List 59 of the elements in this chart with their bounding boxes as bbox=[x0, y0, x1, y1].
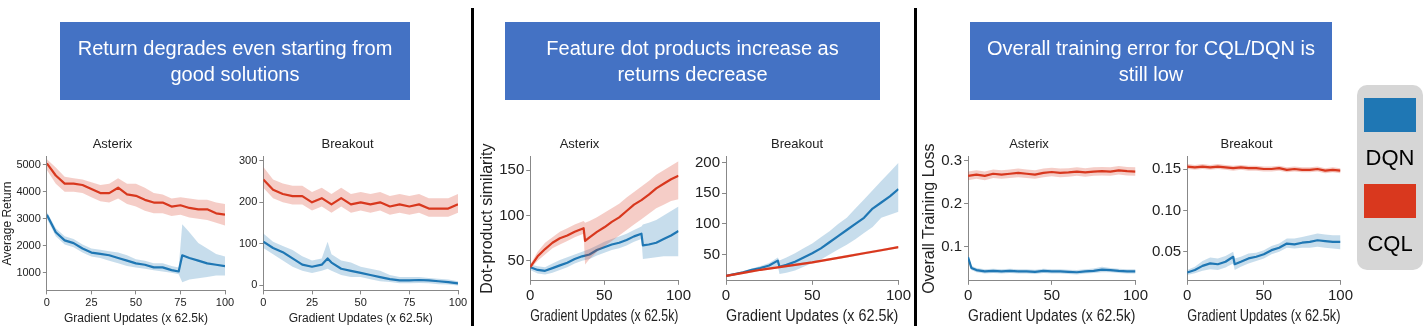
text: Overall training error for CQL/DQN is still low bbox=[970, 22, 1332, 100]
y-tick-label: 50 bbox=[507, 251, 525, 268]
x-tick-label: 100 bbox=[665, 285, 691, 303]
x-tick-label: 0 bbox=[43, 296, 50, 309]
text: Return degrades even starting from good solutions bbox=[60, 22, 410, 100]
x-tick-label: 50 bbox=[354, 296, 367, 309]
chart-title: Asterix bbox=[92, 136, 133, 152]
y-tick-label: 0.1 bbox=[941, 236, 963, 254]
x-axis-title: Gradient Updates (x 62.5k) bbox=[288, 311, 433, 326]
chart-title: Asterix bbox=[559, 136, 600, 152]
x-tick-label: 75 bbox=[174, 296, 187, 309]
y-tick-label: 0.10 bbox=[1151, 200, 1182, 218]
y-tick-label: 0.2 bbox=[941, 193, 963, 211]
x-axis-title: Gradient Updates (x 62.5k) bbox=[968, 305, 1136, 324]
x-axis-title: Gradient Updates (x 62.5k) bbox=[726, 306, 899, 324]
chart-title: Asterix bbox=[1009, 136, 1050, 152]
y-tick-label: 4000 bbox=[16, 184, 41, 197]
x-tick-label: 50 bbox=[1255, 285, 1273, 303]
y-tick-label: 50 bbox=[703, 244, 721, 262]
y-tick-label: 0.05 bbox=[1151, 241, 1182, 259]
y-axis-title: Dot-product similarity bbox=[478, 143, 496, 294]
x-axis-title: Gradient Updates (x 62.5k) bbox=[63, 311, 208, 326]
legend-label: DQN bbox=[1365, 144, 1415, 171]
y-tick-label: 200 bbox=[238, 195, 258, 208]
y-axis-title: Overall Training Loss bbox=[920, 143, 938, 294]
y-axis-title: Average Return bbox=[0, 181, 14, 266]
text: Feature dot products increase as returns decrease bbox=[505, 22, 880, 100]
y-tick-label: 5000 bbox=[16, 157, 41, 170]
y-tick-label: 150 bbox=[695, 183, 721, 201]
y-tick-label: 0.3 bbox=[941, 151, 963, 169]
y-tick-label: 2000 bbox=[16, 238, 41, 251]
y-tick-label: 3000 bbox=[16, 211, 41, 224]
y-tick-label: 200 bbox=[695, 152, 721, 170]
y-tick-label: 300 bbox=[238, 153, 258, 166]
x-tick-label: 100 bbox=[1122, 285, 1148, 303]
legend-label: CQL bbox=[1367, 231, 1413, 258]
chart-title: Breakout bbox=[1220, 136, 1273, 152]
x-tick-label: 100 bbox=[215, 296, 235, 309]
x-tick-label: 0 bbox=[260, 296, 267, 309]
x-tick-label: 50 bbox=[803, 285, 821, 303]
y-tick-label: 100 bbox=[695, 214, 721, 232]
x-tick-label: 75 bbox=[403, 296, 416, 309]
x-tick-label: 100 bbox=[1327, 285, 1353, 303]
y-tick-label: 100 bbox=[499, 205, 525, 223]
x-tick-label: 50 bbox=[596, 285, 613, 303]
x-axis-title: Gradient Updates (x 62.5k) bbox=[530, 306, 679, 325]
y-tick-label: 100 bbox=[238, 236, 258, 249]
x-axis-title: Gradient Updates (x 62.5k) bbox=[1187, 306, 1341, 325]
x-tick-label: 100 bbox=[448, 296, 468, 309]
y-tick-label: 150 bbox=[499, 160, 525, 178]
x-tick-label: 100 bbox=[885, 285, 911, 303]
y-tick-label: 1000 bbox=[16, 265, 41, 278]
x-tick-label: 25 bbox=[85, 296, 98, 309]
chart-title: Breakout bbox=[321, 136, 374, 152]
x-tick-label: 50 bbox=[1043, 285, 1061, 303]
chart-title: Breakout bbox=[770, 136, 824, 152]
y-tick-label: 0.15 bbox=[1151, 159, 1182, 177]
x-tick-label: 25 bbox=[305, 296, 319, 309]
x-tick-label: 50 bbox=[129, 296, 143, 309]
